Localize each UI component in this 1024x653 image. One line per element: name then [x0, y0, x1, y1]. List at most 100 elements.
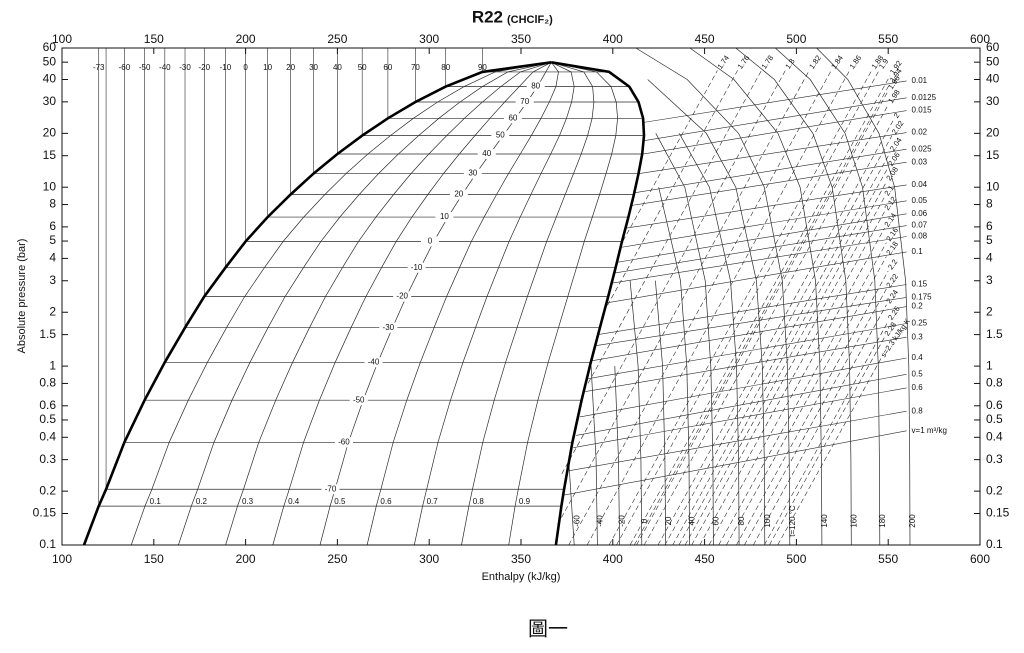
quality-label: 0.2	[196, 497, 208, 506]
isochore-label: 0.4	[912, 353, 924, 362]
y-tick-label-right: 50	[986, 54, 1000, 68]
y-tick-label: 0.15	[33, 506, 57, 520]
superheat-isotherm	[568, 459, 575, 546]
superheat-isotherm	[629, 280, 643, 546]
liquid-isotherm-label: 20	[286, 63, 295, 72]
quality-line	[272, 61, 552, 546]
y-tick-label: 30	[43, 94, 57, 108]
liquid-isotherm-label: -40	[159, 63, 171, 72]
y-tick-label-right: 10	[986, 179, 1000, 193]
label-background	[526, 81, 545, 92]
isochore	[625, 184, 907, 229]
y-tick-label: 0.3	[39, 452, 56, 466]
y-tick-label-right: 0.8	[986, 376, 1003, 390]
superheat-isotherm-label: -60	[572, 515, 581, 527]
x-tick-label: 150	[144, 552, 164, 566]
superheat-isotherm	[655, 133, 714, 546]
label-background	[421, 236, 440, 247]
label-background	[449, 189, 468, 200]
quality-label: 0.1	[150, 497, 162, 506]
quality-label: 0.9	[519, 497, 531, 506]
y-tick-label-right: 3	[986, 273, 993, 287]
x-tick-label: 200	[236, 552, 256, 566]
isochore-label: 0.01	[912, 76, 928, 85]
superheat-isotherm-label: -40	[595, 515, 604, 527]
y-tick-label: 0.1	[39, 537, 56, 551]
x-tick-label: 350	[511, 552, 531, 566]
superheat-isotherm	[655, 280, 667, 546]
label-background	[379, 322, 398, 333]
isentrope	[777, 358, 882, 546]
liquid-isotherm-label: -30	[179, 63, 191, 72]
superheat-isotherm-label: 160	[849, 514, 858, 528]
isochore-label: 0.175	[912, 293, 933, 302]
superheat-isotherm	[614, 366, 620, 546]
two-phase-isotherm-label: 70	[520, 97, 529, 106]
x-tick-label-top: 250	[327, 32, 347, 46]
y-tick-label-right: 4	[986, 251, 993, 265]
y-tick-label-right: 8	[986, 197, 993, 211]
label-background	[515, 97, 534, 108]
superheat-isotherm	[647, 79, 766, 546]
chart-title: R22	[472, 7, 503, 26]
label-background	[435, 212, 454, 223]
isentrope	[726, 256, 887, 546]
two-phase-isotherm-label: -50	[353, 395, 365, 404]
two-phase-isotherm-label: -20	[396, 292, 408, 301]
y-tick-label: 5	[49, 233, 56, 247]
x-tick-label: 550	[878, 552, 898, 566]
liquid-isotherm-label: 60	[383, 63, 392, 72]
quality-label: 0.5	[334, 497, 346, 506]
x-tick-label: 500	[786, 552, 806, 566]
liquid-isotherm-label: -20	[199, 63, 211, 72]
liquid-isotherm-label: -60	[119, 63, 131, 72]
y-tick-label: 50	[43, 54, 57, 68]
x-tick-label-top: 300	[419, 32, 439, 46]
superheat-isotherm-label: 140	[820, 514, 829, 528]
caption: 圖一	[528, 617, 568, 641]
isochore	[576, 374, 907, 436]
two-phase-isotherm-label: 30	[468, 169, 477, 178]
superheat-isotherm	[775, 47, 881, 546]
two-phase-isotherm-label: -60	[338, 437, 350, 446]
label-background	[463, 168, 482, 179]
y-tick-label-right: 0.3	[986, 452, 1003, 466]
isochore-label: 0.0125	[912, 93, 937, 102]
y-tick-label-right: 20	[986, 126, 1000, 140]
isochore-label: 0.025	[912, 144, 933, 153]
isochore	[638, 132, 907, 174]
y-tick-label: 10	[43, 179, 57, 193]
y-tick-label-right: 5	[986, 233, 993, 247]
liquid-isotherm-label: -10	[220, 63, 232, 72]
liquid-isotherm-label: 80	[441, 63, 450, 72]
x-tick-label-top: 350	[511, 32, 531, 46]
y-tick-label: 3	[49, 273, 56, 287]
isochore-label: 0.5	[912, 369, 924, 378]
isentrope	[672, 152, 891, 546]
isentrope-label: 2	[892, 111, 902, 120]
x-tick-label: 100	[52, 552, 72, 566]
isochore-label: 0.04	[912, 180, 928, 189]
isentrope	[636, 90, 889, 546]
y-tick-label-right: 0.15	[986, 506, 1010, 520]
superheat-isotherm-label: -20	[618, 515, 627, 527]
y-tick-label: 6	[49, 219, 56, 233]
superheat-isotherm-label: 20	[664, 516, 673, 525]
isentrope	[561, 70, 786, 474]
y-tick-label: 2	[49, 304, 56, 318]
x-tick-label-top: 200	[236, 32, 256, 46]
x-tick-label: 400	[603, 552, 623, 566]
superheat-isotherm	[590, 366, 598, 546]
x-tick-label: 450	[695, 552, 715, 566]
isochore-label: 0.3	[912, 332, 924, 341]
isochore-label: 0.25	[912, 319, 928, 328]
isochore-label: 0.06	[912, 209, 928, 218]
superheat-isotherm-label: 80	[737, 516, 746, 525]
quality-label: 0.4	[288, 497, 300, 506]
two-phase-isotherm-label: 50	[496, 131, 505, 140]
isochore-label: 0.8	[912, 406, 924, 415]
superheat-isotherm-label: t=120 °C	[788, 505, 797, 537]
x-tick-label: 250	[327, 552, 347, 566]
isentrope	[557, 70, 810, 525]
